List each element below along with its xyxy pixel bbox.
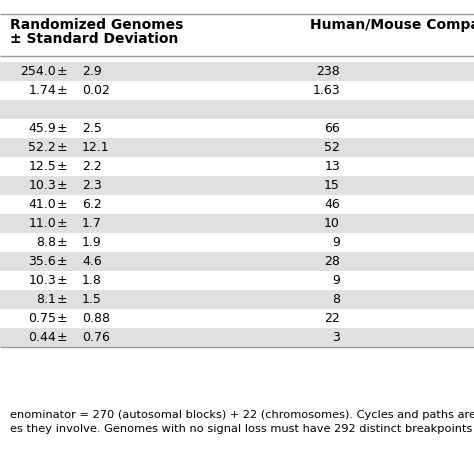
Text: 22: 22 bbox=[324, 312, 340, 325]
Text: 2.2: 2.2 bbox=[82, 160, 102, 173]
Text: 1.5: 1.5 bbox=[82, 293, 102, 306]
Text: 2.5: 2.5 bbox=[82, 122, 102, 135]
Text: 4.6: 4.6 bbox=[82, 255, 102, 268]
Bar bbox=[0, 328, 474, 347]
Text: ±: ± bbox=[57, 312, 67, 325]
Text: ±: ± bbox=[57, 198, 67, 211]
Text: 35.6: 35.6 bbox=[28, 255, 56, 268]
Text: 9: 9 bbox=[332, 236, 340, 249]
Text: 2.3: 2.3 bbox=[82, 179, 102, 192]
Text: 1.7: 1.7 bbox=[82, 217, 102, 230]
Text: 0.02: 0.02 bbox=[82, 84, 110, 97]
Bar bbox=[0, 290, 474, 309]
Text: ±: ± bbox=[57, 141, 67, 154]
Text: 1.74: 1.74 bbox=[28, 84, 56, 97]
Text: 13: 13 bbox=[324, 160, 340, 173]
Text: 0.88: 0.88 bbox=[82, 312, 110, 325]
Text: 41.0: 41.0 bbox=[28, 198, 56, 211]
Text: ±: ± bbox=[57, 84, 67, 97]
Text: 10.3: 10.3 bbox=[28, 274, 56, 287]
Text: 2.9: 2.9 bbox=[82, 65, 102, 78]
Text: 6.2: 6.2 bbox=[82, 198, 102, 211]
Text: ±: ± bbox=[57, 255, 67, 268]
Text: Human/Mouse Compa: Human/Mouse Compa bbox=[310, 18, 474, 32]
Text: ±: ± bbox=[57, 160, 67, 173]
Text: ±: ± bbox=[57, 122, 67, 135]
Text: 0.44: 0.44 bbox=[28, 331, 56, 344]
Text: ±: ± bbox=[57, 65, 67, 78]
Text: 10.3: 10.3 bbox=[28, 179, 56, 192]
Text: 8.1: 8.1 bbox=[36, 293, 56, 306]
Text: Randomized Genomes: Randomized Genomes bbox=[10, 18, 183, 32]
Text: 9: 9 bbox=[332, 274, 340, 287]
Text: 66: 66 bbox=[324, 122, 340, 135]
Text: 28: 28 bbox=[324, 255, 340, 268]
Text: enominator = 270 (autosomal blocks) + 22 (chromosomes). Cycles and paths are cha: enominator = 270 (autosomal blocks) + 22… bbox=[10, 410, 474, 420]
Bar bbox=[0, 100, 474, 119]
Text: 8.8: 8.8 bbox=[36, 236, 56, 249]
Text: 1.9: 1.9 bbox=[82, 236, 102, 249]
Text: ±: ± bbox=[57, 179, 67, 192]
Text: 238: 238 bbox=[316, 65, 340, 78]
Text: 10: 10 bbox=[324, 217, 340, 230]
Text: ± Standard Deviation: ± Standard Deviation bbox=[10, 32, 178, 46]
Text: 254.0: 254.0 bbox=[20, 65, 56, 78]
Text: 12.5: 12.5 bbox=[28, 160, 56, 173]
Text: 46: 46 bbox=[324, 198, 340, 211]
Text: 8: 8 bbox=[332, 293, 340, 306]
Text: ±: ± bbox=[57, 236, 67, 249]
Text: 1.8: 1.8 bbox=[82, 274, 102, 287]
Text: ±: ± bbox=[57, 331, 67, 344]
Bar bbox=[0, 138, 474, 157]
Text: es they involve. Genomes with no signal loss must have 292 distinct breakpoints : es they involve. Genomes with no signal … bbox=[10, 424, 474, 434]
Text: 11.0: 11.0 bbox=[28, 217, 56, 230]
Text: 45.9: 45.9 bbox=[28, 122, 56, 135]
Bar bbox=[0, 176, 474, 195]
Text: 3: 3 bbox=[332, 331, 340, 344]
Text: ±: ± bbox=[57, 274, 67, 287]
Text: 15: 15 bbox=[324, 179, 340, 192]
Text: 52.2: 52.2 bbox=[28, 141, 56, 154]
Text: 1.63: 1.63 bbox=[312, 84, 340, 97]
Text: ±: ± bbox=[57, 293, 67, 306]
Bar bbox=[0, 252, 474, 271]
Text: 12.1: 12.1 bbox=[82, 141, 109, 154]
Bar bbox=[0, 62, 474, 81]
Text: 52: 52 bbox=[324, 141, 340, 154]
Bar bbox=[0, 214, 474, 233]
Text: 0.76: 0.76 bbox=[82, 331, 110, 344]
Text: ±: ± bbox=[57, 217, 67, 230]
Text: 0.75: 0.75 bbox=[28, 312, 56, 325]
